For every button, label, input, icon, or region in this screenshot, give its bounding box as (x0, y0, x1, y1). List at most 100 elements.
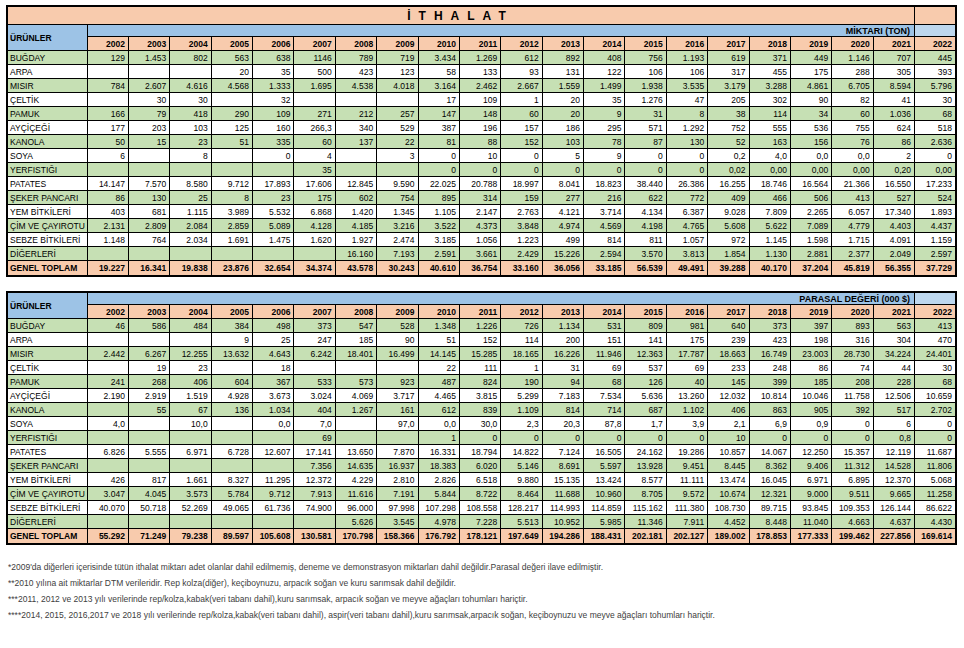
value-cell (87, 515, 128, 529)
value-cell: 185 (335, 333, 376, 347)
value-cell: 16.749 (749, 347, 790, 361)
value-cell: 10.960 (584, 487, 625, 501)
value-cell: 470 (915, 333, 957, 347)
table-row: AYÇİÇEĞİ2.1902.9191.5194.9283.6733.0244.… (7, 389, 956, 403)
value-cell: 863 (749, 403, 790, 417)
value-cell: 604 (211, 375, 252, 389)
total-value-cell: 189.002 (708, 529, 749, 545)
value-cell (128, 459, 169, 473)
product-cell: BUĞDAY (7, 51, 87, 65)
value-cell: 3.673 (253, 389, 294, 403)
total-value-cell: 23.876 (211, 261, 252, 277)
value-cell: 51 (418, 333, 459, 347)
value-cell: 13.424 (584, 473, 625, 487)
product-cell: YEM BİTKİLERİ (7, 473, 87, 487)
value-cell: 23.003 (790, 347, 831, 361)
value-cell: 4.643 (253, 347, 294, 361)
value-cell: 151 (584, 333, 625, 347)
value-cell (377, 163, 418, 177)
value-cell: 619 (708, 51, 749, 65)
value-cell (87, 361, 128, 375)
product-cell: ŞEKER PANCARI (7, 191, 87, 205)
value-cell: 31 (542, 361, 583, 375)
value-cell: 58 (418, 65, 459, 79)
value-cell: 93.845 (790, 501, 831, 515)
value-cell: 373 (749, 319, 790, 333)
value-cell: 106 (625, 65, 666, 79)
total-value-cell: 202.181 (625, 529, 666, 545)
year-header: 2006 (253, 37, 294, 51)
monetary-value-table: ÜRÜNLERPARASAL DEĞERİ (000 $)20022003200… (6, 291, 957, 545)
value-cell: 1.105 (418, 205, 459, 219)
value-cell: 128.217 (501, 501, 542, 515)
value-cell: 6.971 (790, 473, 831, 487)
table-row: AYÇİÇEĞİ177203103125160266,3340529387196… (7, 121, 956, 135)
value-cell (87, 65, 128, 79)
value-cell: 15.135 (542, 473, 583, 487)
value-cell (128, 431, 169, 445)
value-cell (335, 417, 376, 431)
products-header: ÜRÜNLER (7, 25, 87, 51)
value-cell: 17.893 (253, 177, 294, 191)
value-cell: 1.276 (625, 93, 666, 107)
value-cell: 50 (87, 135, 128, 149)
value-cell: 10.046 (790, 389, 831, 403)
value-cell: 3.535 (666, 79, 707, 93)
value-cell: 152 (459, 333, 500, 347)
value-cell: 1.938 (625, 79, 666, 93)
value-cell (294, 515, 335, 529)
value-cell: 6.267 (128, 347, 169, 361)
value-cell: 1.057 (666, 233, 707, 247)
value-cell: 23 (253, 191, 294, 205)
value-cell: 1.333 (253, 79, 294, 93)
table-row: YEM BİTKİLERİ4036811.1153.9895.5326.8681… (7, 205, 956, 219)
value-cell: 524 (915, 191, 957, 205)
value-cell (170, 163, 211, 177)
value-cell: 161 (377, 403, 418, 417)
value-cell: 6 (87, 149, 128, 163)
value-cell: 90 (377, 333, 418, 347)
value-cell (253, 515, 294, 529)
value-cell: 8 (170, 149, 211, 163)
value-cell: 719 (377, 51, 418, 65)
value-cell: 1.146 (832, 51, 873, 65)
value-cell: 2.826 (418, 473, 459, 487)
value-cell: 0 (666, 149, 707, 163)
value-cell: 9.572 (666, 487, 707, 501)
value-cell (170, 247, 211, 261)
value-cell: 10.659 (915, 389, 957, 403)
value-cell (335, 149, 376, 163)
value-cell: 4 (294, 149, 335, 163)
year-header: 2021 (873, 305, 914, 319)
value-cell (87, 333, 128, 347)
value-cell: 1.598 (790, 233, 831, 247)
value-cell: 30,0 (459, 417, 500, 431)
value-cell: 41 (873, 93, 914, 107)
product-cell: ÇELTİK (7, 361, 87, 375)
year-header: 2014 (584, 305, 625, 319)
product-cell: ARPA (7, 333, 87, 347)
value-cell: 5.146 (501, 459, 542, 473)
value-cell: 681 (128, 205, 169, 219)
total-value-cell: 39.288 (708, 261, 749, 277)
value-cell: 38.440 (625, 177, 666, 191)
import-data-sheet: İTHALATÜRÜNLERMİKTARI (TON)2002200320042… (6, 5, 957, 626)
value-cell (335, 431, 376, 445)
value-cell (377, 93, 418, 107)
value-cell: 16.331 (418, 445, 459, 459)
year-header: 2012 (501, 305, 542, 319)
value-cell: 4.185 (335, 219, 376, 233)
value-cell: 76 (832, 135, 873, 149)
value-cell: 4,0 (87, 417, 128, 431)
value-cell: 216 (584, 191, 625, 205)
value-cell: 726 (501, 319, 542, 333)
value-cell: 893 (832, 319, 873, 333)
value-cell: 752 (708, 121, 749, 135)
total-label-cell: GENEL TOPLAM (7, 261, 87, 277)
value-cell: 1.267 (335, 403, 376, 417)
value-cell: 12.370 (873, 473, 914, 487)
value-cell: 573 (335, 375, 376, 389)
value-cell: 1.292 (666, 121, 707, 135)
value-cell: 0 (915, 149, 957, 163)
value-cell: 111 (459, 361, 500, 375)
